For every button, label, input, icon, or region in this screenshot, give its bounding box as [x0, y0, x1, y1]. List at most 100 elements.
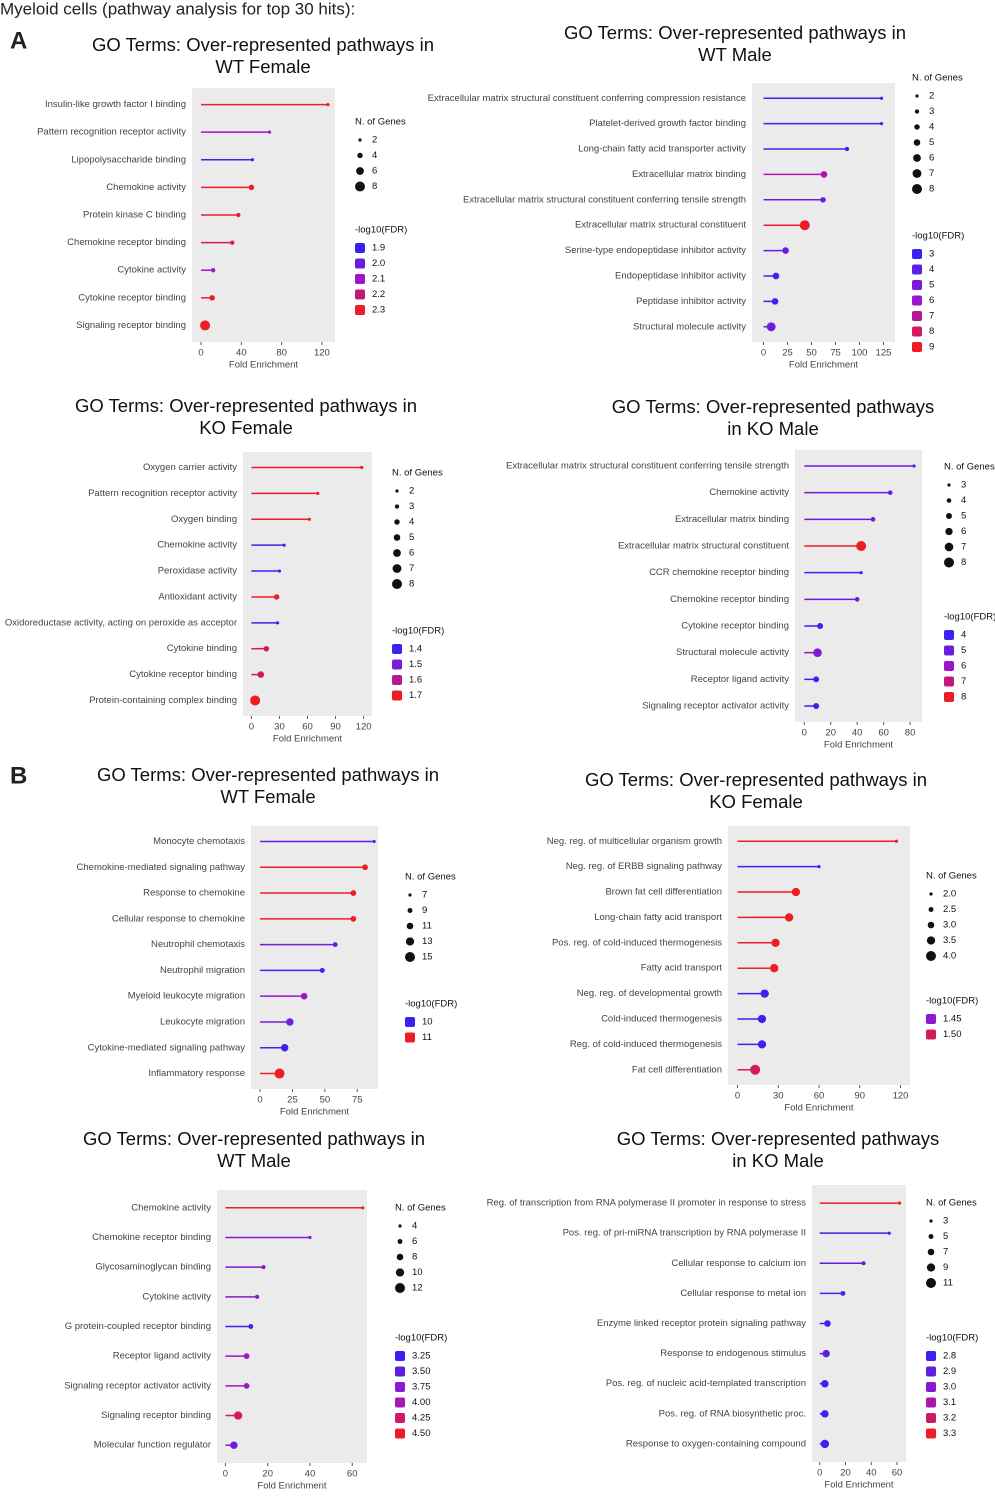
- legend-label: 6: [409, 548, 414, 559]
- category-label: Extracellular matrix binding: [675, 514, 789, 525]
- x-tick-label: 40: [866, 1468, 877, 1479]
- legend-label: 15: [422, 952, 433, 963]
- dot: [350, 915, 357, 922]
- legend-label: 11: [422, 1032, 432, 1043]
- legend-dot: [392, 564, 402, 573]
- legend-label: 12: [412, 1283, 423, 1294]
- category-label: Extracellular matrix structural constitu…: [618, 541, 789, 552]
- category-label: Pos. reg. of RNA biosynthetic proc.: [659, 1408, 806, 1419]
- legend-label: 9: [422, 905, 427, 916]
- chart-title: GO Terms: Over-represented pathways in: [83, 1128, 425, 1149]
- legend-swatch: [405, 1032, 415, 1043]
- dot: [766, 322, 776, 332]
- legend-label: 3.1: [943, 1397, 956, 1408]
- legend-dot: [913, 139, 921, 146]
- category-label: Chemokine activity: [106, 182, 186, 193]
- chart-title: in KO Male: [732, 1150, 824, 1171]
- dot: [821, 1379, 829, 1388]
- legend-dot: [926, 936, 936, 945]
- dot: [243, 1382, 250, 1389]
- category-label: Extracellular matrix structural constitu…: [463, 194, 746, 205]
- category-label: Glycosaminoglycan binding: [95, 1262, 211, 1273]
- x-tick-label: 50: [806, 348, 817, 359]
- category-label: Cytokine receptor binding: [681, 621, 789, 632]
- category-label: Chemokine receptor binding: [92, 1232, 211, 1243]
- dot: [757, 1014, 767, 1024]
- x-tick-label: 90: [330, 722, 341, 733]
- dot: [760, 989, 769, 998]
- dot: [856, 541, 867, 551]
- legend-swatch: [392, 659, 402, 670]
- legend-label: 6: [961, 526, 966, 537]
- dot: [820, 1439, 830, 1449]
- category-label: Protein-containing complex binding: [89, 695, 237, 706]
- dot: [274, 1068, 285, 1079]
- legend-label: 3: [409, 501, 414, 512]
- legend-dot: [398, 1224, 402, 1228]
- dot: [332, 942, 338, 948]
- dot: [267, 130, 272, 134]
- legend-label: 7: [929, 311, 934, 322]
- legend-label: 3.2: [943, 1413, 956, 1424]
- category-label: Molecular function regulator: [94, 1440, 211, 1451]
- legend-label: 4: [412, 1221, 417, 1232]
- legend-label: 2.3: [372, 305, 385, 316]
- legend-label: 4: [929, 264, 934, 275]
- chart-title: WT Male: [217, 1150, 291, 1171]
- legend-label: 2.2: [372, 289, 385, 300]
- dot: [308, 1235, 312, 1240]
- legend-label: 7: [929, 168, 934, 179]
- legend-swatch: [944, 692, 954, 702]
- legend-label: 5: [961, 511, 966, 522]
- legend-label: 1.50: [943, 1029, 962, 1040]
- plot-panel: [243, 452, 372, 716]
- legend-title: -log10(FDR): [912, 231, 964, 242]
- category-label: Pattern recognition receptor activity: [37, 127, 186, 138]
- legend-label: 4: [961, 495, 966, 506]
- category-label: Chemokine-mediated signaling pathway: [77, 862, 246, 873]
- legend-swatch: [926, 1366, 936, 1377]
- legend-label: 2: [929, 91, 934, 102]
- legend-dot: [406, 922, 414, 930]
- dot: [300, 992, 308, 1000]
- dot: [784, 913, 794, 922]
- legend-swatch: [395, 1428, 405, 1439]
- legend-title: N. of Genes: [405, 872, 456, 883]
- legend-label: 8: [409, 579, 414, 590]
- legend-label: 3: [929, 106, 934, 117]
- category-label: Cellular response to chemokine: [112, 913, 245, 924]
- legend-swatch: [355, 305, 365, 315]
- dot: [307, 517, 311, 521]
- x-tick-label: 0: [249, 722, 254, 733]
- legend-dot: [393, 534, 401, 541]
- legend-label: 4.00: [412, 1397, 431, 1408]
- category-label: Myeloid leukocyte migration: [128, 991, 245, 1002]
- x-tick-label: 75: [352, 1095, 363, 1106]
- category-label: Brown fat cell differentiation: [605, 887, 722, 898]
- dot: [820, 171, 828, 178]
- legend-dot: [944, 557, 954, 568]
- dot: [230, 240, 235, 245]
- figure-title: Myeloid cells (pathway analysis for top …: [0, 0, 355, 18]
- legend-label: 8: [372, 181, 377, 192]
- legend-dot: [913, 154, 921, 162]
- dot: [250, 695, 261, 706]
- category-label: Pos. reg. of pri-miRNA transcription by …: [563, 1228, 806, 1239]
- panel-label: A: [10, 27, 27, 54]
- dot: [275, 621, 280, 625]
- legend-label: 8: [412, 1252, 417, 1263]
- dot: [822, 1349, 830, 1358]
- category-label: G protein-coupled receptor binding: [65, 1321, 211, 1332]
- chart-title: GO Terms: Over-represented pathways in: [92, 34, 434, 55]
- category-label: Lipopolysaccharide binding: [71, 154, 186, 165]
- legend-label: 6: [412, 1236, 417, 1247]
- legend-swatch: [355, 289, 365, 300]
- dot: [210, 268, 216, 273]
- dot: [791, 887, 801, 897]
- dot: [770, 964, 779, 973]
- legend-label: 5: [929, 280, 934, 291]
- legend-title: N. of Genes: [912, 73, 963, 84]
- x-tick-label: 0: [761, 348, 766, 359]
- x-axis-title: Fold Enrichment: [824, 1480, 894, 1491]
- legend-title: N. of Genes: [392, 468, 443, 479]
